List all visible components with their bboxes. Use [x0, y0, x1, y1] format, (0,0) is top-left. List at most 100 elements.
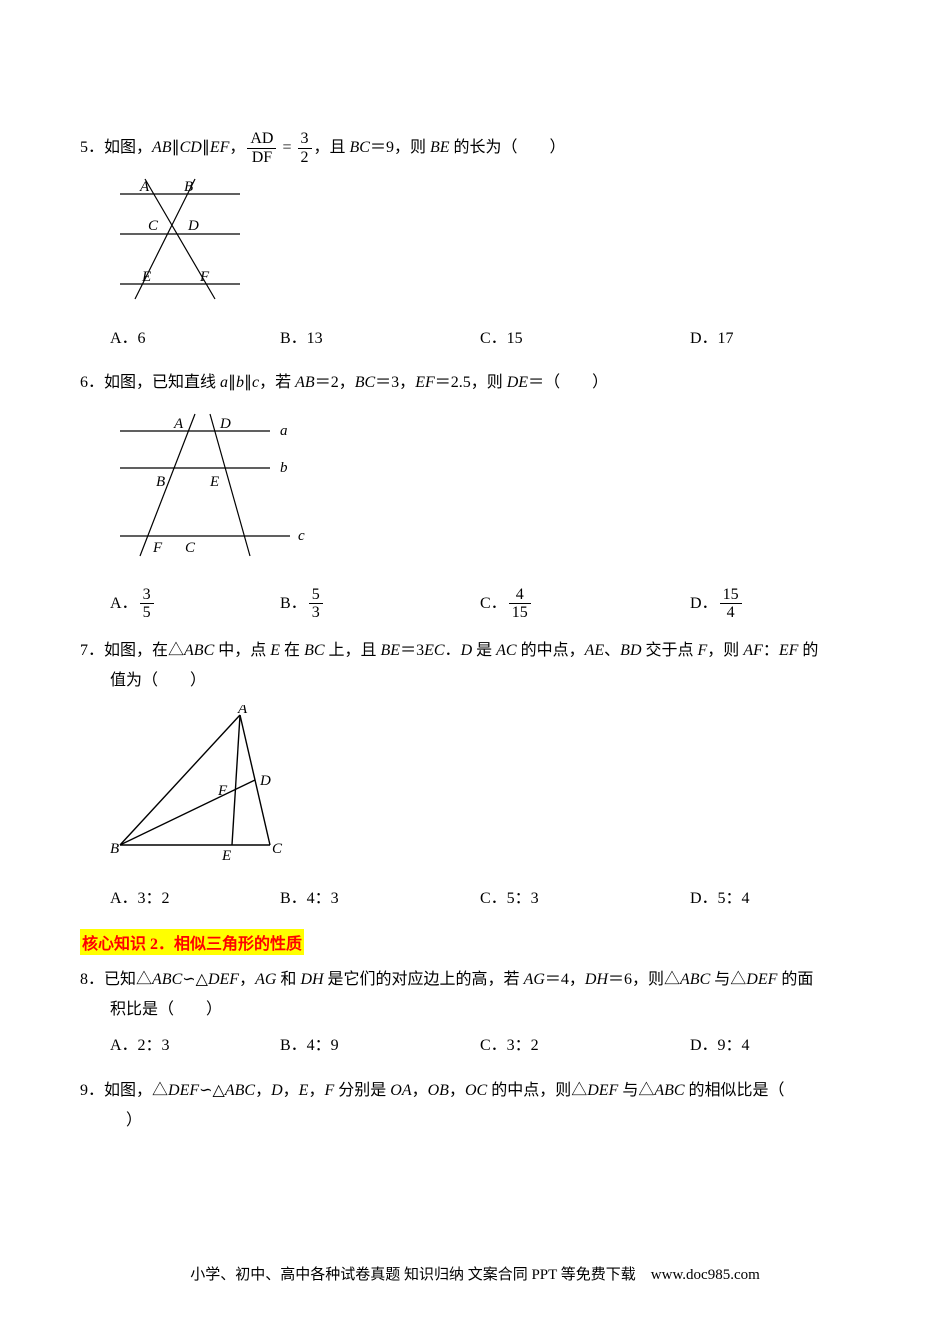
q5-tb: ，且: [314, 139, 350, 156]
q9-ob: OB: [428, 1082, 449, 1099]
q7-tj: ，则: [707, 642, 743, 659]
q9-oc: OC: [465, 1082, 487, 1099]
q6-diagram: ADaBEbFCc: [110, 406, 870, 577]
svg-text:B: B: [184, 179, 193, 195]
svg-text:C: C: [185, 540, 196, 556]
q6-e3: ＝2.5，则: [435, 374, 507, 391]
q6-al: A．: [110, 595, 138, 612]
q5-ta: 如图，: [104, 139, 152, 156]
q7-eq1: ＝3: [400, 642, 424, 659]
q9-abc2: ABC: [654, 1082, 684, 1099]
q9-c1: ，: [283, 1082, 299, 1099]
q9-def2: DEF: [587, 1082, 618, 1099]
q7-ti: 交于点: [642, 642, 698, 659]
q5-p2: ∥: [202, 139, 210, 156]
q9-e: E: [299, 1082, 309, 1099]
q7-opt-a: A．3：2: [110, 884, 280, 914]
q9-line2: ）: [110, 1106, 870, 1136]
q7-opt-b: B．4：3: [280, 884, 480, 914]
q5-opt-b: B．13: [280, 324, 480, 354]
q5-be: BE: [430, 139, 450, 156]
q8-opt-b: B．4：9: [280, 1031, 480, 1061]
q8-line2: 积比是（ ）: [110, 995, 870, 1025]
q7-abc: ABC: [184, 642, 214, 659]
q5-fd2: 2: [298, 149, 312, 167]
q9-te: 与△: [618, 1082, 654, 1099]
q6-an: 3: [140, 586, 154, 605]
q5-text: 5．如图，AB∥CD∥EF，ADDF = 32，且 BC＝9，则 BE 的长为（…: [80, 130, 870, 166]
q5-diagram: ABCDEF: [110, 174, 870, 315]
q5-tc: 的长为（ ）: [450, 139, 566, 156]
q7-line2: 值为（ ）: [110, 666, 870, 696]
q5-cd: CD: [180, 139, 202, 156]
q7-tk: ：: [763, 642, 779, 659]
q5-fn2: 3: [298, 130, 312, 149]
q7-bc: BC: [304, 642, 324, 659]
q8-text: 8．已知△ABC∽△DEF，AG 和 DH 是它们的对应边上的高，若 AG＝4，…: [80, 965, 870, 995]
q6-b: b: [236, 374, 244, 391]
q8-abc: ABC: [152, 971, 182, 988]
svg-text:B: B: [156, 474, 165, 490]
q7-ae: AE: [585, 642, 605, 659]
q6-opt-d: D．154: [690, 586, 744, 622]
q7-e: E: [270, 642, 280, 659]
svg-text:a: a: [280, 423, 288, 439]
q8-tf: 的面: [777, 971, 813, 988]
q6-ad: 5: [140, 604, 154, 622]
q8-options: A．2：3 B．4：9 C．3：2 D．9：4: [110, 1031, 870, 1061]
q9-c2: ，: [308, 1082, 324, 1099]
q6-text: 6．如图，已知直线 a∥b∥c，若 AB＝2，BC＝3，EF＝2.5，则 DE＝…: [80, 368, 870, 398]
q6-tb: ，若: [259, 374, 295, 391]
svg-text:A: A: [139, 179, 150, 195]
q7-tc: 在: [280, 642, 304, 659]
q8-opt-a: A．2：3: [110, 1031, 280, 1061]
svg-text:D: D: [187, 218, 199, 234]
q5-opt-c: C．15: [480, 324, 690, 354]
q6-opt-c: C．415: [480, 586, 690, 622]
svg-text:E: E: [209, 474, 219, 490]
q6-e2: ＝3，: [375, 374, 415, 391]
q7-d: D: [461, 642, 473, 659]
q9-d: D: [271, 1082, 283, 1099]
q7-ec: EC: [424, 642, 444, 659]
q5-opt-d: D．17: [690, 324, 734, 354]
q8-sim: ∽△: [182, 971, 208, 988]
q5-opt-a: A．6: [110, 324, 280, 354]
q8-e2: ＝6，则△: [608, 971, 680, 988]
svg-text:F: F: [217, 783, 228, 799]
q6-opt-a: A．35: [110, 586, 280, 622]
q7-ef2: EF: [779, 642, 799, 659]
q6-ta: 如图，已知直线: [104, 374, 220, 391]
q5-frac1: ADDF: [247, 130, 276, 166]
q8-e1: ＝4，: [545, 971, 585, 988]
svg-text:E: E: [221, 848, 231, 864]
q8-def: DEF: [208, 971, 239, 988]
q9-f: F: [324, 1082, 334, 1099]
q7-tg: 的中点，: [517, 642, 585, 659]
q7-td: 上，且: [325, 642, 381, 659]
q5-com: ，: [229, 139, 245, 156]
q9-tf: 的相似比是（: [685, 1082, 801, 1099]
question-9: 9．如图，△DEF∽△ABC，D，E，F 分别是 OA，OB，OC 的中点，则△…: [80, 1076, 870, 1137]
q5-num: 5．: [80, 139, 104, 156]
q6-p1: ∥: [228, 374, 236, 391]
q7-options: A．3：2 B．4：3 C．5：3 D．5：4: [110, 884, 870, 914]
q6-cn: 4: [509, 586, 531, 605]
q9-tb: ，: [255, 1082, 271, 1099]
q6-ab: AB: [295, 374, 315, 391]
footer-url: www.doc985.com: [651, 1267, 760, 1283]
q7-f: F: [698, 642, 708, 659]
question-6: 6．如图，已知直线 a∥b∥c，若 AB＝2，BC＝3，EF＝2.5，则 DE＝…: [80, 368, 870, 622]
svg-text:C: C: [148, 218, 159, 234]
q7-bd: BD: [620, 642, 641, 659]
q6-df: 154: [720, 586, 742, 622]
q8-dh: DH: [300, 971, 323, 988]
q6-dn: 15: [720, 586, 742, 605]
q5-bc: BC: [350, 139, 370, 156]
q8-num: 8．: [80, 971, 104, 988]
q6-bd: 3: [309, 604, 323, 622]
q6-cl: C．: [480, 595, 507, 612]
q6-e1: ＝2，: [315, 374, 355, 391]
q7-tb: 中，点: [214, 642, 270, 659]
svg-text:F: F: [152, 540, 163, 556]
